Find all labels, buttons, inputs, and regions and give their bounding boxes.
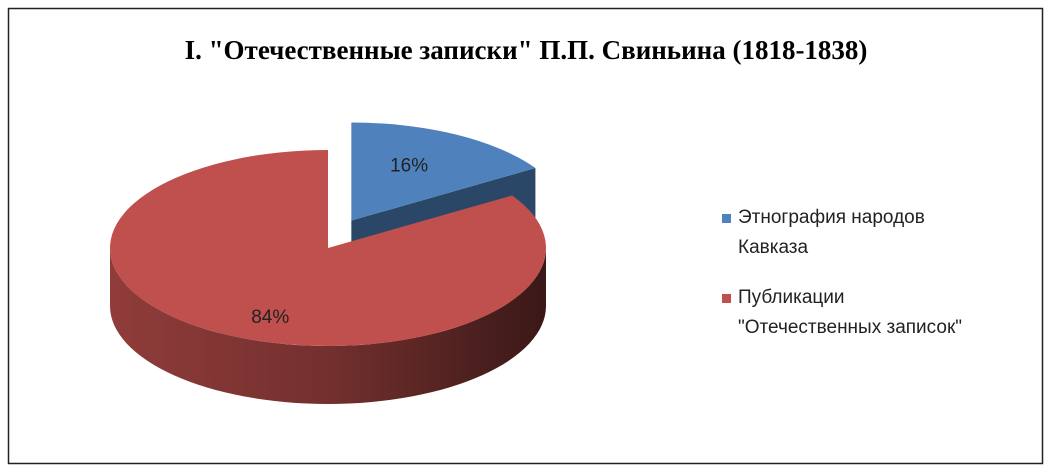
pie-slice xyxy=(351,122,536,221)
pie-slice xyxy=(109,150,546,346)
data-label: 84% xyxy=(251,307,289,328)
legend-label: Этнография народов Кавказа xyxy=(738,207,925,258)
chart-title: I. "Отечественные записки" П.П. Свиньина… xyxy=(185,35,868,65)
legend-swatch xyxy=(722,214,731,223)
legend-label: Публикации "Отечественных записок" xyxy=(738,287,963,338)
pie-side xyxy=(110,248,546,404)
data-label: 16% xyxy=(390,156,428,177)
legend-swatch xyxy=(722,294,731,303)
